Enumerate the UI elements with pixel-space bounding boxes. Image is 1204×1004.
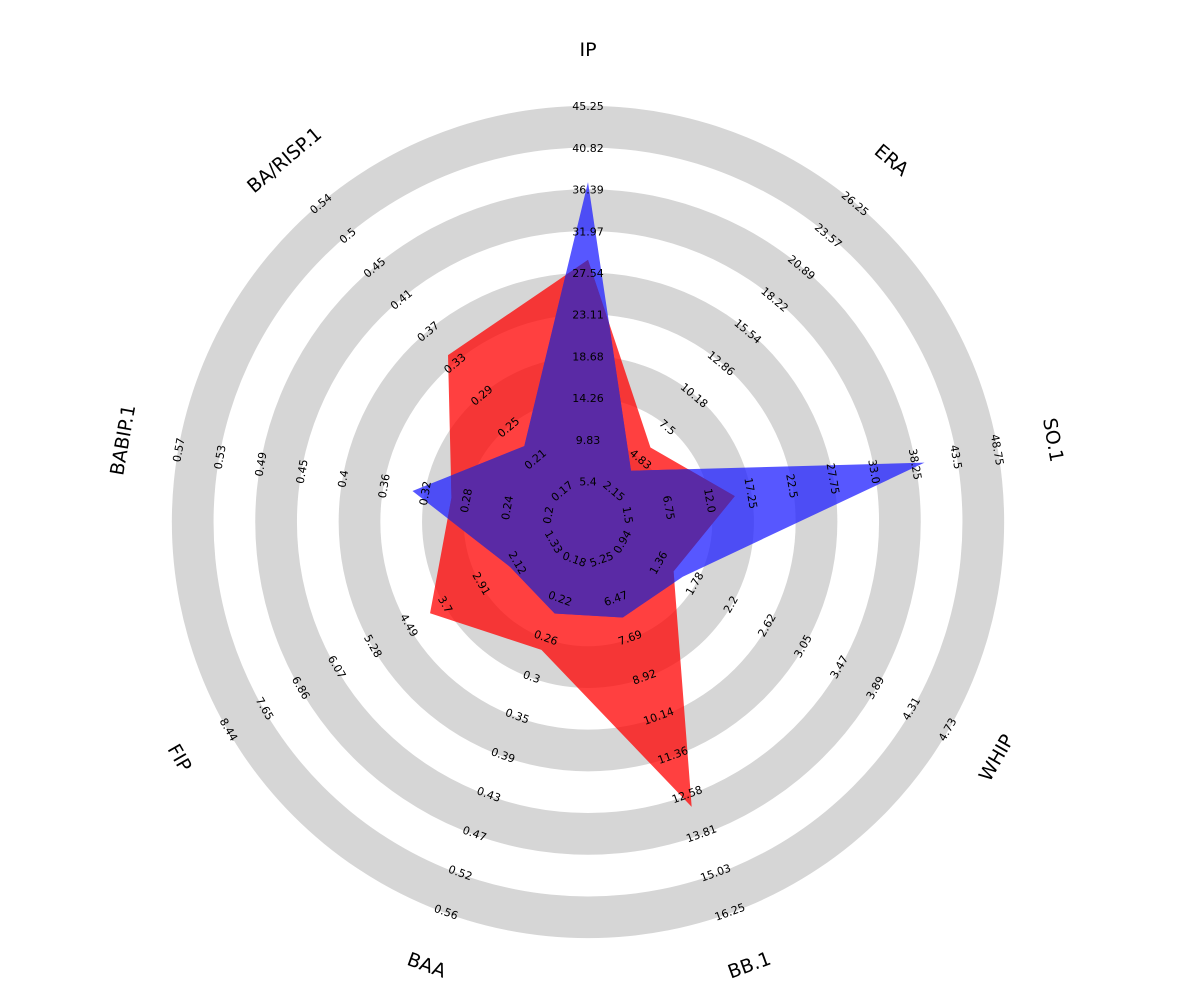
tick-label: 31.97 bbox=[572, 225, 604, 238]
tick-label: 0.2 bbox=[541, 505, 557, 524]
tick-label: 48.75 bbox=[988, 433, 1006, 466]
tick-label: 43.5 bbox=[947, 444, 964, 470]
tick-label: 33.0 bbox=[865, 458, 882, 484]
tick-label: 1.5 bbox=[620, 505, 636, 524]
tick-label: 0.28 bbox=[458, 487, 475, 513]
radar-series bbox=[412, 182, 925, 807]
tick-label: 0.36 bbox=[376, 473, 393, 499]
tick-label: 23.11 bbox=[572, 309, 604, 322]
tick-label: 17.25 bbox=[741, 477, 759, 510]
tick-label: 0.49 bbox=[253, 451, 270, 477]
tick-label: 0.3 bbox=[521, 668, 542, 686]
tick-label: 27.75 bbox=[824, 462, 842, 495]
tick-label: 18.68 bbox=[572, 350, 604, 363]
tick-label: 0.57 bbox=[170, 437, 187, 463]
tick-label: 22.5 bbox=[783, 473, 800, 499]
tick-label: 5.4 bbox=[579, 476, 597, 489]
tick-label: 45.25 bbox=[572, 100, 604, 113]
tick-label: 0.4 bbox=[335, 469, 351, 488]
tick-label: 36.39 bbox=[572, 184, 604, 197]
param-label: SO.1 bbox=[1038, 416, 1067, 464]
param-label: BABIP.1 bbox=[106, 403, 140, 477]
tick-label: 0.45 bbox=[294, 458, 311, 484]
tick-label: 40.82 bbox=[572, 142, 604, 155]
tick-label: 0.32 bbox=[417, 480, 434, 506]
tick-label: 38.25 bbox=[906, 448, 924, 481]
param-label: FIP bbox=[163, 740, 196, 775]
tick-label: 14.26 bbox=[572, 392, 604, 405]
tick-label: 6.75 bbox=[660, 495, 677, 521]
tick-label: 27.54 bbox=[572, 267, 604, 280]
radar-series-overlap bbox=[430, 259, 735, 618]
tick-label: 0.53 bbox=[212, 444, 229, 470]
tick-label: 12.0 bbox=[701, 487, 718, 513]
tick-label: 9.83 bbox=[576, 434, 601, 447]
param-label: IP bbox=[579, 39, 596, 61]
tick-label: 0.24 bbox=[499, 495, 516, 521]
